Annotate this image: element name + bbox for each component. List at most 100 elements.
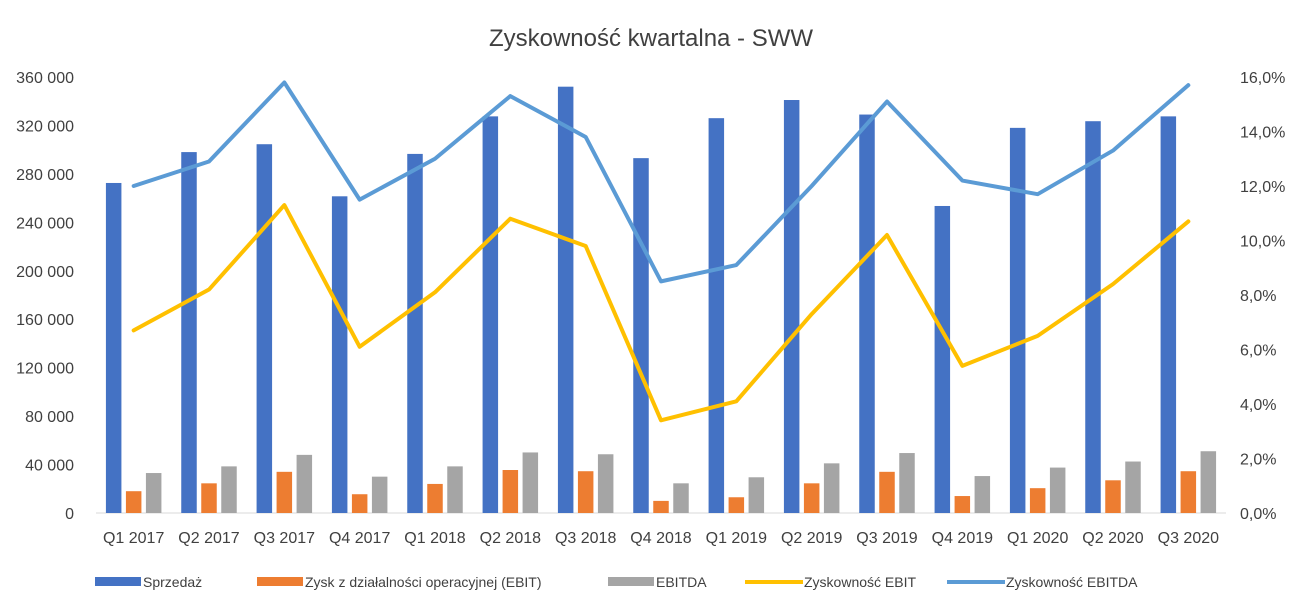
left-tick-label: 160 000 [16,312,74,329]
x-tick-label: Q4 2017 [329,530,390,547]
right-tick-label: 6,0% [1240,343,1276,360]
x-tick-label: Q3 2018 [555,530,616,547]
left-tick-label: 320 000 [16,118,74,135]
left-axis-ticks: 0 40 000 80 000 120 000 160 000 200 000 240 00… [16,70,74,523]
right-tick-label: 4,0% [1240,397,1276,414]
bar-ebit [879,471,895,513]
bar-ebit [728,497,745,513]
line-zyskownosc-ebit [131,203,1191,423]
bar-sprzedaz [331,196,348,514]
right-axis-ticks: 0,0% 2,0% 4,0% 6,0% 8,0% 10,0% 12,0% 14,0% 16,0% [1240,70,1285,523]
x-axis-ticks: Q1 2017 Q2 2017 Q3 2017 Q4 2017 Q1 2018 Q2 20… [103,530,1219,547]
legend-zyskownosc-ebit: Zyskowność EBIT [745,574,916,590]
bar-ebitda [974,476,991,513]
bar-ebit [653,500,669,513]
bar-sprzedaz [407,153,423,513]
right-tick-label: 14,0% [1240,125,1285,142]
legend-swatch [257,577,303,586]
left-tick-label: 80 000 [25,409,74,426]
legend-ebitda: EBITDA [608,574,707,590]
bar-ebit [954,496,971,513]
bar-sprzedaz [783,100,800,513]
bar-sprzedaz [859,114,875,514]
legend-label: EBITDA [656,574,707,590]
bar-ebitda [447,466,463,513]
bar-ebitda [221,466,237,513]
legend: Sprzedaż Zysk z działalności operacyjnej … [95,574,1138,590]
left-tick-label: 360 000 [16,70,74,87]
x-tick-label: Q3 2020 [1158,530,1219,547]
legend-sprzedaz: Sprzedaż [95,574,202,590]
left-tick-label: 120 000 [16,361,74,378]
right-tick-label: 8,0% [1240,288,1276,305]
bar-ebit [1029,488,1046,513]
bar-ebitda [1200,451,1217,513]
bar-ebit [125,491,142,513]
bar-sprzedaz [633,158,649,513]
x-tick-label: Q2 2020 [1082,530,1143,547]
bar-sprzedaz [1009,127,1026,513]
bar-ebit [1105,480,1121,513]
bar-sprzedaz [1085,121,1101,513]
legend-label: Sprzedaż [143,574,202,590]
legend-swatch [608,577,654,586]
lines [131,80,1191,423]
bar-ebitda [673,483,689,513]
chart-title: Zyskowność kwartalna - SWW [489,25,813,52]
bar-sprzedaz [256,144,273,513]
bar-ebitda [899,453,915,513]
x-tick-label: Q2 2018 [480,530,541,547]
bar-sprzedaz [105,182,122,513]
legend-label: Zysk z działalności operacyjnej (EBIT) [305,574,542,590]
bar-ebitda [748,477,765,513]
bar-ebit [427,483,443,513]
bar-ebit [276,471,293,513]
legend-swatch [95,577,141,586]
x-tick-label: Q4 2019 [932,530,993,547]
x-tick-label: Q1 2017 [103,530,164,547]
left-tick-label: 200 000 [16,264,74,281]
x-tick-label: Q1 2020 [1007,530,1068,547]
x-tick-label: Q3 2019 [856,530,917,547]
left-tick-label: 40 000 [25,458,74,475]
bar-ebit [201,483,217,513]
legend-ebit: Zysk z działalności operacyjnej (EBIT) [257,574,542,590]
bar-ebit [502,470,519,513]
bar-ebitda [296,454,313,513]
left-tick-label: 0 [65,506,74,523]
right-tick-label: 16,0% [1240,70,1285,87]
legend-zyskownosc-ebitda: Zyskowność EBITDA [947,574,1138,590]
bar-ebitda [371,476,388,513]
bars [105,86,1217,514]
left-tick-label: 240 000 [16,215,74,232]
right-tick-label: 0,0% [1240,506,1276,523]
bar-ebitda [522,452,539,513]
bar-sprzedaz [708,118,725,513]
x-tick-label: Q1 2019 [706,530,767,547]
bar-ebitda [597,454,614,513]
right-tick-label: 2,0% [1240,452,1276,469]
bar-ebit [1180,471,1197,513]
bar-sprzedaz [482,116,499,513]
bar-ebitda [1125,461,1141,513]
right-tick-label: 12,0% [1240,179,1285,196]
bar-ebitda [823,463,840,513]
bar-sprzedaz [181,152,197,514]
bar-ebitda [145,473,162,513]
bar-ebit [577,471,594,513]
bar-ebit [803,483,820,513]
bar-ebitda [1049,467,1066,513]
bar-sprzedaz [934,205,951,513]
x-tick-label: Q4 2018 [630,530,691,547]
line-zyskownosc-ebitda [131,80,1191,284]
x-tick-label: Q1 2018 [404,530,465,547]
x-tick-label: Q3 2017 [254,530,315,547]
left-tick-label: 280 000 [16,167,74,184]
bar-ebit [351,494,368,513]
bar-sprzedaz [557,86,574,513]
right-tick-label: 10,0% [1240,234,1285,251]
legend-label: Zyskowność EBITDA [1006,574,1138,590]
x-tick-label: Q2 2019 [781,530,842,547]
legend-label: Zyskowność EBIT [804,574,916,590]
